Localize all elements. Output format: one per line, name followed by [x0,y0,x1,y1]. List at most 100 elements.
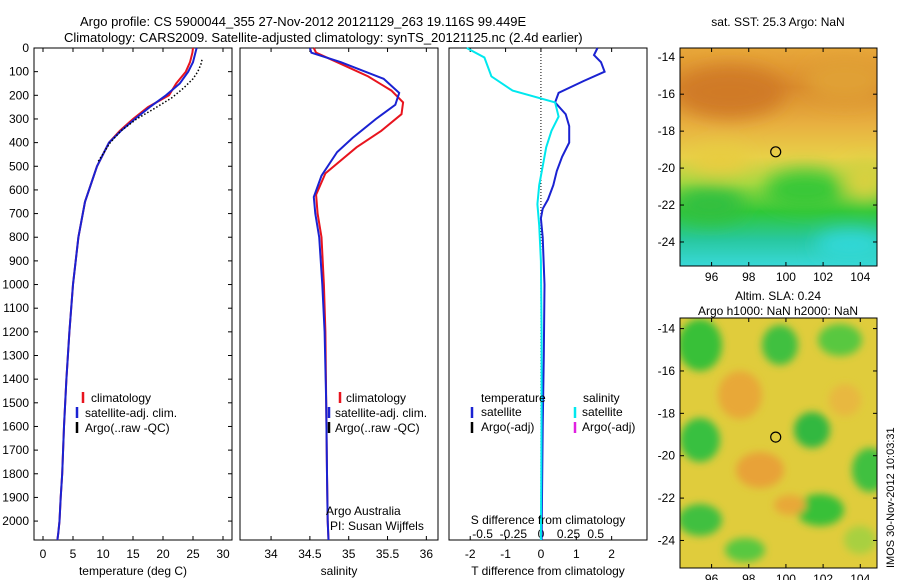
depth-tick-label: 400 [9,136,29,150]
map-y-tick-label: -22 [658,198,676,212]
map-y-tick-label: -14 [658,322,676,336]
map-x-tick-label: 98 [742,572,756,580]
depth-tick-label: 1400 [2,372,29,386]
x-tick-label: 34 [264,547,278,561]
map-y-tick-label: -16 [658,87,676,101]
depth-tick-label: 2000 [2,514,29,528]
x-tick-label: 1 [573,547,580,561]
header-line-2: Climatology: CARS2009. Satellite-adjuste… [64,30,583,45]
depth-tick-label: 1800 [2,467,29,481]
sla-low [680,504,722,536]
sst-map-axes: 96 98 100 102 104 -14 -16 -18 -20 -22 -24 [658,48,877,284]
sla-low [762,325,798,365]
x-tick-label: 20 [156,547,170,561]
sst-cyan-patch [815,230,877,260]
x-tick-label: 30 [216,547,230,561]
map-x-tick-label: 102 [813,270,833,284]
sla-low [796,494,844,526]
map-y-tick-label: -20 [658,161,676,175]
map-x-tick-label: 102 [813,572,833,580]
legend-satellite: satellite-adj. clim. [85,406,177,420]
sst-yellow-patch [690,146,750,174]
map-x-tick-label: 100 [776,270,796,284]
sla-mid [844,526,876,554]
map-y-tick-label: -18 [658,406,676,420]
series-line-salinity-satellite [466,47,560,541]
difference-legend: temperature salinity satellite Argo(-adj… [470,391,635,434]
legend-argo: Argo(..raw -QC) [335,421,420,435]
sla-low [852,448,877,492]
depth-tick-label: 800 [9,230,29,244]
sla-high [829,384,861,416]
series-line-argo-raw-qc- [97,59,203,162]
depth-tick-label: 500 [9,159,29,173]
sst-map: sat. SST: 25.3 Argo: NaN 96 98 100 102 104 -1… [658,15,878,284]
sst-warm-patch [680,66,785,118]
sla-high [718,371,762,419]
depth-tick-label: 1900 [2,490,29,504]
x-tick-label: 15 [126,547,140,561]
s-difference-label: S difference from climatology [471,513,626,527]
x-tick-label: 10 [96,547,110,561]
top-tick-label: -0.25 [500,527,528,541]
temperature-plot-frame [33,47,233,541]
salinity-series [308,47,405,541]
sla-features [680,319,877,562]
sst-heatmap [680,48,877,266]
series-line-satellite [539,47,606,541]
x-tick-label: 0 [538,547,545,561]
map-y-tick-label: -16 [658,364,676,378]
map-x-tick-label: 96 [705,572,719,580]
sst-yellow-patch [845,160,877,200]
depth-tick-label: 1200 [2,325,29,339]
argo-position-marker [770,431,782,443]
sla-map-frame [679,317,878,569]
salinity-panel: 34 34.5 35 35.5 36 salinity climatology sate… [239,47,439,578]
argo-australia-label: Argo Australia [326,504,401,518]
depth-tick-label: 200 [9,88,29,102]
depth-tick-label: 1700 [2,443,29,457]
map-y-tick-label: -24 [658,533,676,547]
sla-map-subtitle: Argo h1000: NaN h2000: NaN [698,304,858,318]
map-x-tick-label: 104 [850,270,870,284]
temperature-x-label: temperature (deg C) [79,564,187,578]
sst-warm-patch [805,58,877,102]
sla-map: Altim. SLA: 0.24 Argo h1000: NaN h2000: … [658,289,878,580]
top-tick-label: 0.25 [557,527,581,541]
map-y-tick-label: -24 [658,235,676,249]
salinity-x-label: salinity [321,564,358,578]
depth-tick-label: 600 [9,183,29,197]
x-tick-label: -1 [500,547,511,561]
salinity-x-axis: 34 34.5 35 35.5 36 [264,48,433,561]
sla-low [794,412,830,448]
depth-tick-label: 100 [9,65,29,79]
salinity-plot-frame [239,47,439,541]
imos-timestamp: IMOS 30-Nov-2012 10:03:31 [885,427,897,568]
depth-tick-label: 1500 [2,396,29,410]
legend-temperature-title: temperature [481,391,546,405]
pi-label: PI: Susan Wijffels [330,519,424,533]
top-tick-label: -0.5 [472,527,493,541]
legend-satellite: satellite-adj. clim. [335,406,427,420]
salinity-legend: climatology satellite-adj. clim. Argo(..… [327,391,427,435]
depth-tick-label: 300 [9,112,29,126]
difference-series [466,47,606,541]
t-difference-label: T difference from climatology [471,564,625,578]
x-tick-label: 25 [186,547,200,561]
temperature-legend: climatology satellite-adj. clim. Argo(..… [75,391,177,435]
legend-s-argo: Argo(-adj) [582,420,635,434]
legend-salinity-title: salinity [583,391,620,405]
sla-map-title: Altim. SLA: 0.24 [735,289,821,303]
depth-tick-label: 900 [9,254,29,268]
temperature-x-axis: 0 5 10 15 20 25 30 [40,48,230,561]
map-y-tick-label: -18 [658,124,676,138]
map-x-tick-label: 96 [705,270,719,284]
map-x-tick-label: 98 [742,270,756,284]
x-tick-label: 35 [342,547,356,561]
difference-plot-frame [448,47,648,541]
sla-low [680,319,722,371]
map-y-tick-label: -22 [658,491,676,505]
map-y-tick-label: -20 [658,449,676,463]
sla-heatmap [680,318,877,568]
